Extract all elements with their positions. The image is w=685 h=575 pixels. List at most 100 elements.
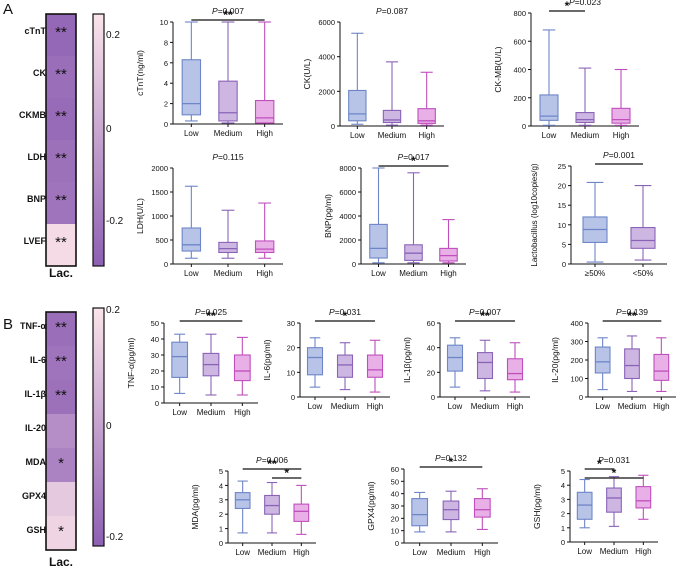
p-value: P=0.007 [212,6,244,16]
y-tick-label: 5 [219,467,223,476]
heatmap-b-cell [46,482,76,516]
heatmap-a: cTnT CK CKMB LDH BNP LVEF ** ** ** ** **… [19,13,124,280]
heatmap-a-cell [46,98,76,140]
x-tick-label: Low [184,269,199,278]
x-tick-label: Medium [214,269,243,278]
x-tick-label: Medium [471,402,500,411]
x-tick-label: Low [350,131,365,140]
y-tick-label: 40 [427,344,435,353]
sig-stars: ** [480,309,490,323]
legend-b-tick: 0.2 [106,305,120,316]
y-tick-label: 0 [522,122,526,131]
y-tick-label: 500 [155,236,168,245]
heatmap-a-border [45,13,77,267]
heatmap-b-label: TNF-α [20,321,46,331]
y-axis-label: Lactobacillus (log10copies/g) [530,163,539,267]
heatmap-a-star: ** [55,108,67,125]
box-iqr [624,348,640,380]
y-tick-label: 40 [151,335,159,344]
p-value: P=0.139 [616,307,648,317]
x-tick-label: High [613,131,629,140]
p-value-text: =0.031 [604,455,631,465]
heatmap-a-label: CK [33,68,46,78]
heatmap-b-star: * [58,523,64,540]
y-axis-label: GSH(pg/ml) [532,484,542,529]
heatmap-b-label: GPX4 [22,491,46,501]
y-tick-label: 4000 [339,212,356,221]
chart-tnf: 0 10 20 30 40 50 TNF-α(pg/ml) Low Medium High P=0.… [126,307,258,417]
y-tick-label: 30 [287,319,295,328]
x-tick-label: High [256,269,272,278]
y-tick-label: 0 [331,122,335,131]
x-tick-label: Medium [331,402,360,411]
box-iqr [234,492,251,509]
y-tick-label: 1 [219,525,223,534]
y-tick-label: 200 [513,94,526,103]
chart-ck: 0 2000 4000 6000 CK(U/L) Low Medium High P=0.087 [302,6,444,140]
heatmap-a-star: ** [55,24,67,41]
y-tick-label: 0 [395,539,399,548]
y-tick-label: 8 [164,38,168,47]
x-tick-label: High [256,129,272,138]
box-iqr [382,109,402,124]
y-axis-label: TNF-α(pg/ml) [126,337,136,388]
box-iqr [630,226,656,249]
p-symbol: P [195,307,201,317]
heatmap-b-star: * [58,455,64,472]
y-tick-label: 0 [352,260,356,269]
sig-stars: * [449,455,454,469]
box-iqr [264,494,280,515]
chart-gpx4: 0 10 20 30 40 50 60 GPX4(pg/ml) Low Medium High P=0… [366,453,498,557]
legend-a-tick: 0.2 [106,30,120,41]
x-tick-label: High [234,408,250,417]
x-tick-label: Low [542,131,557,140]
heatmap-b-cell [46,346,76,380]
box-iqr [254,240,275,254]
y-tick-label: 2 [561,510,565,519]
x-tick-label: Low [184,129,199,138]
p-value: P=0.115 [212,152,244,162]
y-tick-label: 0 [155,399,159,408]
y-tick-label: 100 [570,375,583,384]
y-tick-label: 20 [558,182,566,191]
box-iqr [233,354,251,382]
heatmap-a-label: LVEF [24,236,47,246]
heatmap-b-cell [46,380,76,414]
x-tick-label: High [507,402,523,411]
heatmap-a-cell [46,140,76,182]
y-tick-label: 10 [558,221,566,230]
sig-stars: * [597,457,602,471]
y-tick-label: 10 [151,383,159,392]
chart-bnp: 0 2000 4000 6000 8000 BNP(pg/ml) Low Medium High… [323,152,466,278]
x-tick-label: High [418,131,434,140]
sig-stars: ** [206,309,216,323]
x-tick-label: High [653,402,669,411]
y-tick-label: 60 [427,319,435,328]
y-tick-label: 20 [287,344,295,353]
box-iqr [594,346,611,374]
x-tick-label: Low [235,548,250,557]
x-tick-label: High [440,269,456,278]
x-tick-label: Low [412,548,427,557]
y-tick-label: 400 [570,319,583,328]
chart-il20: 0 100 200 300 400 IL-20(pg/ml) Low Medium High P=… [550,307,676,411]
y-tick-label: 1000 [151,212,168,221]
y-tick-label: 15 [558,201,566,210]
heatmap-a-cell [46,224,76,266]
chart-ctnt: 0 2 4 6 8 10 cTnT(ng/ml) Low Medium High P=0.007** [135,6,283,138]
y-axis-label: LDH(U/L) [135,198,145,234]
legend-b-tick: -0.2 [106,532,124,543]
y-tick-label: 0 [164,260,168,269]
sig-stars: * [411,154,416,168]
x-tick-label: Medium [378,131,407,140]
p-value: P=0.006 [256,455,288,465]
x-tick-label: Medium [197,408,226,417]
heatmap-b-star: ** [55,353,67,370]
y-tick-label: 6000 [318,18,335,27]
p-symbol: P [329,307,335,317]
p-value: P=0.025 [195,307,227,317]
p-symbol: P [256,455,262,465]
x-tick-label: Low [595,402,610,411]
x-tick-label: Medium [600,547,629,556]
box-iqr [653,353,670,381]
